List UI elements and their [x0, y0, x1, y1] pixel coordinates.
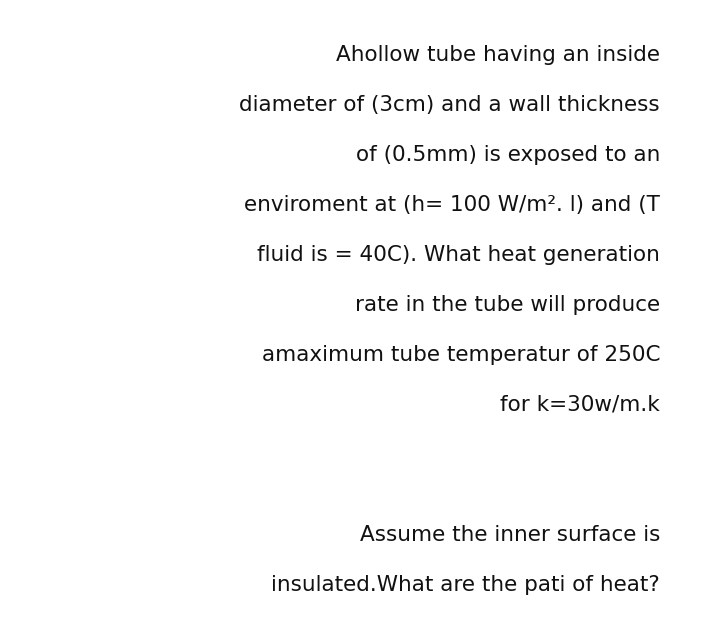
Text: Assume the inner surface is: Assume the inner surface is: [359, 525, 660, 545]
Text: enviroment at (h= 100 W/m². l) and (T: enviroment at (h= 100 W/m². l) and (T: [244, 195, 660, 215]
Text: fluid is = 40C). What heat generation: fluid is = 40C). What heat generation: [257, 245, 660, 265]
Text: amaximum tube temperatur of 250C: amaximum tube temperatur of 250C: [261, 345, 660, 365]
Text: rate in the tube will produce: rate in the tube will produce: [355, 295, 660, 315]
Text: Ahollow tube having an inside: Ahollow tube having an inside: [336, 45, 660, 65]
Text: for k=30w/m.k: for k=30w/m.k: [500, 395, 660, 415]
Text: insulated.What are the pati of heat?: insulated.What are the pati of heat?: [271, 575, 660, 595]
Text: of (0.5mm) is exposed to an: of (0.5mm) is exposed to an: [356, 145, 660, 165]
Text: diameter of (3cm) and a wall thickness: diameter of (3cm) and a wall thickness: [239, 95, 660, 115]
